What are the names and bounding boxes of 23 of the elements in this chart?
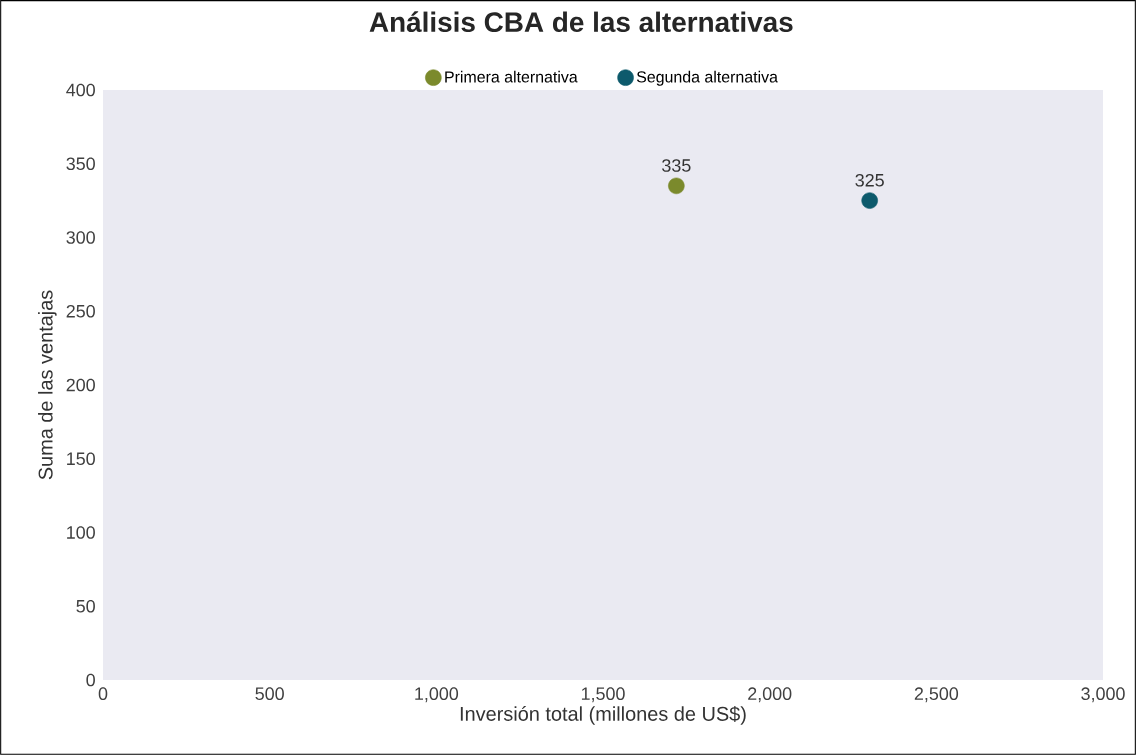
chart-title: Análisis CBA de las alternativas xyxy=(369,11,793,33)
y-tick-label: 50 xyxy=(76,599,95,613)
legend-label: Segunda alternativa xyxy=(636,70,778,86)
legend-label: Primera alternativa xyxy=(445,70,578,83)
y-tick-label: 100 xyxy=(67,526,95,539)
y-tick-label: 350 xyxy=(66,157,95,171)
y-axis-title: Suma de las ventajas xyxy=(38,290,57,480)
x-tick-label: 1,500 xyxy=(581,687,625,703)
y-tick-label: 200 xyxy=(66,378,95,392)
x-tick-label: 500 xyxy=(255,687,284,701)
x-tick-label: 1,000 xyxy=(415,687,459,703)
x-tick-label: 2,500 xyxy=(914,687,959,703)
y-tick-label: 400 xyxy=(66,83,95,97)
y-tick-label: 150 xyxy=(67,452,95,466)
x-tick-label: 2,000 xyxy=(748,687,792,703)
y-tick-label: 250 xyxy=(66,304,95,318)
data-label: 325 xyxy=(855,173,884,187)
x-axis-title: Inversión total (millones de US$) xyxy=(460,705,746,725)
y-tick-label: 300 xyxy=(66,231,95,244)
x-tick-label: 3,000 xyxy=(1081,687,1125,703)
x-tick-label: 0 xyxy=(98,687,108,701)
y-tick-label: 0 xyxy=(86,673,95,687)
data-label: 335 xyxy=(662,159,691,172)
